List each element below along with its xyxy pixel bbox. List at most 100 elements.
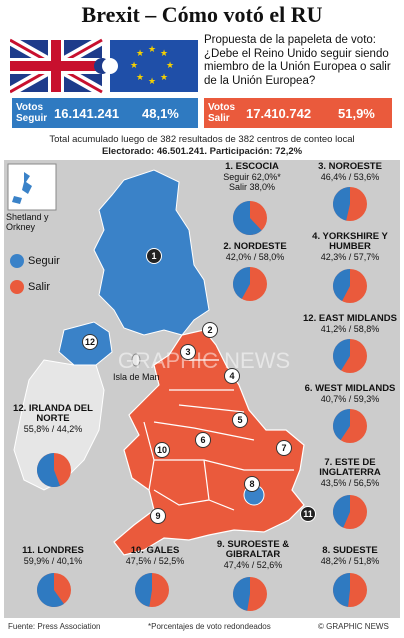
pie-slice-seguir bbox=[333, 495, 350, 528]
region-name: 9. SUROESTE & GIBRALTAR bbox=[216, 539, 290, 560]
pie-nordeste bbox=[233, 267, 267, 301]
pie-slice-seguir bbox=[333, 269, 350, 302]
shetland-shape bbox=[22, 172, 32, 194]
watermark-text: GRAPHIC NEWS bbox=[118, 348, 290, 373]
pie-slice-seguir bbox=[233, 577, 250, 611]
svg-text:★: ★ bbox=[136, 49, 144, 59]
footer-source: Fuente: Press Association bbox=[8, 622, 101, 631]
pie-slice-seguir bbox=[333, 573, 350, 607]
marker-7: 7 bbox=[276, 440, 292, 456]
marker-10: 10 bbox=[154, 442, 170, 458]
salir-total-bar: Votos Salir 17.410.742 51,9% bbox=[204, 98, 392, 128]
pie-scotland bbox=[233, 201, 267, 235]
region-noroeste: 3. NOROESTE 46,4% / 53,6% bbox=[302, 161, 398, 183]
region-result: 59,9% / 40,1% bbox=[23, 556, 83, 566]
shetland-inset-box bbox=[7, 163, 57, 211]
region-name: 3. NOROESTE bbox=[318, 161, 382, 172]
region-result: 55,8% / 44,2% bbox=[23, 424, 83, 434]
region-gales: 10. GALES 47,5% / 52,5% bbox=[112, 545, 198, 567]
region-name: 10. GALES bbox=[130, 545, 180, 556]
region-name: 1. ESCOCIA bbox=[225, 161, 279, 172]
region-result: 42,3% / 57,7% bbox=[320, 252, 380, 262]
pie-slice-seguir bbox=[333, 339, 350, 371]
region-name: 8. SUDESTE bbox=[322, 545, 378, 556]
region-result: 47,4% / 52,6% bbox=[223, 560, 283, 570]
svg-text:★: ★ bbox=[160, 73, 168, 83]
marker-5: 5 bbox=[232, 412, 248, 428]
region-irlanda-norte: 12. IRLANDA DEL NORTE 55,8% / 44,2% bbox=[10, 403, 96, 435]
legend-salir: Salir bbox=[10, 280, 50, 294]
svg-text:★: ★ bbox=[148, 77, 156, 87]
salir-votes: 17.410.742 bbox=[246, 105, 312, 121]
region-name: 2. NORDESTE bbox=[223, 241, 287, 252]
region-result: 42,0% / 58,0% bbox=[225, 252, 285, 262]
svg-text:★: ★ bbox=[166, 61, 174, 71]
electorate-turnout: Electorado: 46.501.241. Participación: 7… bbox=[101, 146, 303, 157]
pie-slice-seguir bbox=[233, 267, 250, 299]
pie-sudeste bbox=[333, 573, 367, 607]
region-londres: 11. LONDRES 59,9% / 40,1% bbox=[10, 545, 96, 567]
totals-count: Total acumulado luego de 382 resultados … bbox=[49, 134, 355, 145]
page-title: Brexit – Cómo votó el RU bbox=[81, 2, 323, 27]
marker-8: 8 bbox=[244, 476, 260, 492]
pie-slice-seguir bbox=[135, 573, 152, 607]
pie-noroeste bbox=[333, 187, 367, 221]
pie-slice-seguir bbox=[333, 409, 350, 441]
marker-1: 1 bbox=[146, 248, 162, 264]
region-west-midlands: 6. WEST MIDLANDS 40,7% / 59,3% bbox=[300, 384, 400, 405]
region-sudeste: 8. SUDESTE 48,2% / 51,8% bbox=[302, 545, 398, 567]
pie-yorkshire bbox=[333, 269, 367, 303]
region-result-2: Salir 38,0% bbox=[228, 182, 276, 192]
isle-of-man-label: Isla de Man bbox=[113, 372, 160, 382]
eu-flag-icon: ★ ★ ★ ★ ★ ★ ★ ★ bbox=[102, 40, 198, 92]
orkney-shape bbox=[12, 196, 22, 204]
region-result: 43,5% / 56,5% bbox=[320, 478, 380, 488]
pie-londres bbox=[37, 573, 71, 607]
region-este-inglaterra: 7. ESTE DE INGLATERRA 43,5% / 56,5% bbox=[302, 457, 398, 489]
pie-este-inglaterra bbox=[333, 495, 367, 529]
region-east-midlands: 12. EAST MIDLANDS 41,2% / 58,8% bbox=[300, 313, 400, 335]
region-name: 11. LONDRES bbox=[22, 545, 84, 556]
pie-slice-seguir bbox=[333, 187, 350, 221]
footer-note: *Porcentajes de voto redondeados bbox=[148, 622, 271, 631]
marker-11: 11 bbox=[300, 506, 316, 522]
pie-slice-seguir bbox=[36, 453, 61, 487]
region-name: 7. ESTE DE INGLATERRA bbox=[319, 457, 381, 478]
pie-slice-seguir bbox=[37, 573, 64, 607]
marker-4: 4 bbox=[224, 368, 240, 384]
pie-gales bbox=[135, 573, 169, 607]
region-name: 12. IRLANDA DEL NORTE bbox=[13, 403, 93, 424]
shetland-label: Shetland y Orkney bbox=[6, 212, 49, 232]
pie-east-midlands bbox=[333, 339, 367, 373]
footer-credit: © GRAPHIC NEWS bbox=[318, 622, 389, 631]
region-name: 12. EAST MIDLANDS bbox=[303, 313, 397, 324]
svg-text:★: ★ bbox=[160, 49, 168, 59]
region-scotland: 1. ESCOCIA Seguir 62,0%* Salir 38,0% bbox=[214, 161, 290, 193]
legend-salir-label: Salir bbox=[28, 281, 51, 293]
salir-swatch-icon bbox=[10, 280, 24, 294]
region-borders bbox=[143, 359, 294, 511]
marker-2: 2 bbox=[202, 322, 218, 338]
isle-of-man-shape bbox=[131, 353, 141, 367]
marker-12: 12 bbox=[82, 334, 98, 350]
seguir-votes: 16.141.241 bbox=[54, 105, 120, 121]
seguir-pct: 48,1% bbox=[142, 105, 179, 121]
flags-illustration: ★ ★ ★ ★ ★ ★ ★ ★ bbox=[10, 35, 198, 96]
svg-text:★: ★ bbox=[148, 45, 156, 55]
salir-label: Votos Salir bbox=[208, 102, 236, 124]
region-result: 47,5% / 52,5% bbox=[125, 556, 185, 566]
region-nordeste: 2. NORDESTE 42,0% / 58,0% bbox=[214, 241, 296, 263]
pie-west-midlands bbox=[333, 409, 367, 443]
svg-text:★: ★ bbox=[136, 73, 144, 83]
marker-3: 3 bbox=[180, 344, 196, 360]
region-suroeste: 9. SUROESTE & GIBRALTAR 47,4% / 52,6% bbox=[208, 539, 298, 571]
region-result: 40,7% / 59,3% bbox=[320, 394, 380, 404]
svg-text:★: ★ bbox=[130, 61, 138, 71]
pie-irlanda-norte bbox=[36, 453, 71, 487]
region-result: 48,2% / 51,8% bbox=[320, 556, 380, 566]
ballot-question: Propuesta de la papeleta de voto: ¿Debe … bbox=[204, 34, 391, 87]
seguir-total-bar: Votos Seguir 16.141.241 48,1% bbox=[12, 98, 198, 128]
uk-flag-icon bbox=[10, 35, 110, 96]
legend-seguir-label: Seguir bbox=[28, 255, 60, 267]
marker-6: 6 bbox=[195, 432, 211, 448]
